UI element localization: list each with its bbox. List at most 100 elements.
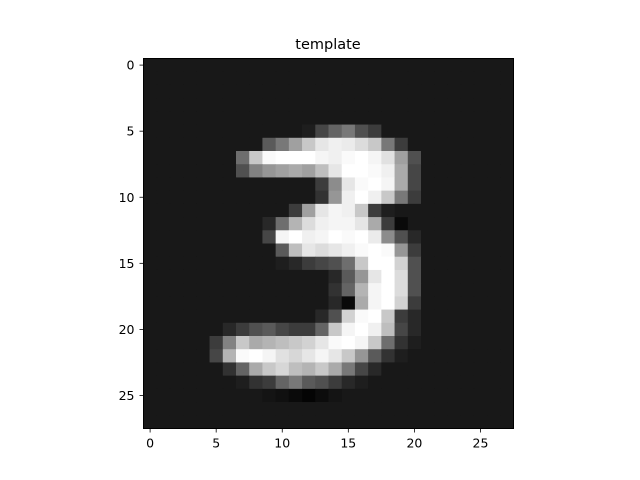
- heatmap-cell: [183, 309, 197, 324]
- heatmap-cell: [407, 164, 422, 178]
- heatmap-cell: [302, 137, 316, 152]
- heatmap-cell: [183, 111, 197, 125]
- heatmap-cell: [447, 177, 462, 192]
- heatmap-cell: [209, 283, 224, 297]
- heatmap-cell: [315, 84, 329, 99]
- heatmap-cell: [288, 375, 303, 390]
- heatmap-cell: [275, 177, 290, 192]
- heatmap-cell: [421, 388, 435, 403]
- heatmap-cell: [196, 124, 210, 139]
- heatmap-cell: [434, 137, 448, 152]
- heatmap-cell: [156, 230, 171, 244]
- heatmap-cell: [354, 283, 369, 297]
- heatmap-cell: [394, 362, 409, 377]
- heatmap-cell: [394, 415, 409, 429]
- heatmap-cell: [381, 230, 395, 244]
- heatmap-cell: [143, 84, 158, 99]
- y-axis-ticks: 0 5 10 15 20 25: [119, 58, 144, 403]
- heatmap-cell: [222, 217, 237, 231]
- heatmap-cell: [315, 98, 329, 112]
- heatmap-cell: [143, 177, 158, 192]
- heatmap-cell: [368, 203, 382, 218]
- heatmap-cell: [473, 98, 488, 112]
- heatmap-cell: [460, 84, 475, 99]
- heatmap-cell: [196, 336, 210, 350]
- heatmap-cell: [169, 402, 184, 416]
- heatmap-cell: [209, 322, 224, 337]
- heatmap-cell: [341, 177, 356, 192]
- heatmap-cell: [328, 243, 343, 258]
- heatmap-cell: [328, 177, 343, 192]
- heatmap-cell: [473, 296, 488, 310]
- heatmap-cell: [315, 164, 329, 178]
- heatmap-cell: [143, 322, 158, 337]
- heatmap-cell: [354, 362, 369, 377]
- heatmap-cell: [169, 137, 184, 152]
- heatmap-cell: [434, 98, 448, 112]
- heatmap-cell: [196, 164, 210, 178]
- heatmap-cell: [236, 84, 250, 99]
- heatmap-cell: [473, 375, 488, 390]
- heatmap-cell: [421, 137, 435, 152]
- heatmap-cell: [447, 217, 462, 231]
- chart-title: template: [295, 37, 361, 53]
- heatmap-cell: [434, 124, 448, 139]
- heatmap-cell: [368, 243, 382, 258]
- heatmap-cell: [473, 124, 488, 139]
- heatmap-cell: [341, 203, 356, 218]
- heatmap-cell: [421, 164, 435, 178]
- heatmap-cell: [143, 111, 158, 125]
- heatmap-cell: [447, 111, 462, 125]
- heatmap-cell: [487, 164, 501, 178]
- heatmap-cell: [341, 124, 356, 139]
- heatmap-cell: [354, 71, 369, 86]
- heatmap-cell: [421, 283, 435, 297]
- heatmap-cell: [222, 71, 237, 86]
- heatmap-cell: [143, 269, 158, 284]
- heatmap-cell: [183, 322, 197, 337]
- heatmap-cell: [354, 137, 369, 152]
- heatmap-cell: [447, 98, 462, 112]
- heatmap-cell: [302, 296, 316, 310]
- heatmap-cell: [407, 269, 422, 284]
- heatmap-cell: [236, 243, 250, 258]
- heatmap-cell: [196, 256, 210, 271]
- heatmap-cell: [381, 309, 395, 324]
- heatmap-cell: [447, 137, 462, 152]
- heatmap-cell: [262, 230, 277, 244]
- heatmap-cell: [249, 402, 263, 416]
- heatmap-cell: [341, 98, 356, 112]
- heatmap-cell: [262, 309, 277, 324]
- heatmap-cell: [209, 349, 224, 363]
- heatmap-cell: [447, 388, 462, 403]
- heatmap-cell: [447, 190, 462, 205]
- heatmap-cell: [236, 296, 250, 310]
- heatmap-cell: [500, 415, 514, 429]
- heatmap-cell: [447, 415, 462, 429]
- heatmap-cell: [368, 415, 382, 429]
- heatmap-cell: [288, 190, 303, 205]
- heatmap-cell: [249, 349, 263, 363]
- heatmap-cell: [209, 243, 224, 258]
- heatmap-cell: [394, 402, 409, 416]
- heatmap-cell: [328, 336, 343, 350]
- heatmap-cell: [196, 217, 210, 231]
- heatmap-cell: [275, 217, 290, 231]
- heatmap-cell: [500, 124, 514, 139]
- heatmap-cell: [302, 124, 316, 139]
- heatmap-cell: [156, 190, 171, 205]
- heatmap-cell: [275, 336, 290, 350]
- x-tick-label: 20: [406, 436, 422, 451]
- heatmap-cell: [381, 402, 395, 416]
- heatmap-cell: [249, 217, 263, 231]
- heatmap-cell: [236, 375, 250, 390]
- heatmap-cell: [447, 164, 462, 178]
- heatmap-cell: [460, 177, 475, 192]
- heatmap-cell: [394, 230, 409, 244]
- heatmap-cell: [236, 322, 250, 337]
- heatmap-cell: [460, 98, 475, 112]
- heatmap-cell: [381, 296, 395, 310]
- heatmap-cell: [288, 362, 303, 377]
- heatmap-cell: [500, 98, 514, 112]
- heatmap-cell: [196, 388, 210, 403]
